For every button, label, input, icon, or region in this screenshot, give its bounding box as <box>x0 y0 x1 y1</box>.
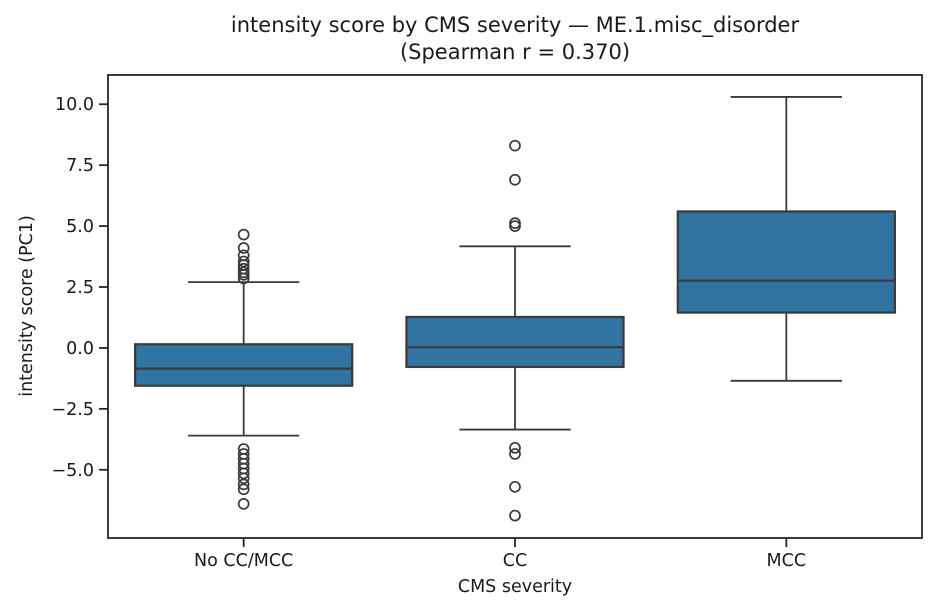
y-tick-label: 10.0 <box>55 95 94 115</box>
outlier-point <box>237 478 250 491</box>
outlier-point <box>237 472 250 485</box>
chart-subtitle: (Spearman r = 0.370) <box>399 40 631 64</box>
chart-title: intensity score by CMS severity — ME.1.m… <box>230 13 800 37</box>
y-tick-label: 7.5 <box>66 156 94 176</box>
x-axis-label: CMS severity <box>457 577 573 597</box>
x-tick-label: CC <box>503 551 527 571</box>
outlier-point <box>509 220 521 232</box>
y-tick-label: 5.0 <box>66 217 94 237</box>
outlier-point <box>237 272 250 285</box>
y-tick-label: −5.0 <box>52 461 95 481</box>
y-tick-label: −2.5 <box>52 400 95 420</box>
y-tick-label: 0.0 <box>66 339 94 359</box>
outlier-point <box>509 441 521 454</box>
outlier-point <box>237 498 250 510</box>
outlier-point <box>237 228 250 241</box>
box-cc <box>405 315 625 369</box>
outlier-point <box>509 480 521 493</box>
outlier-point <box>509 173 521 186</box>
outlier-point <box>509 448 521 460</box>
outlier-point <box>237 255 250 268</box>
box-no-cc-mcc <box>134 343 354 387</box>
outlier-point <box>237 483 250 496</box>
outlier-point <box>237 242 250 254</box>
outlier-point <box>509 509 521 522</box>
y-tick-label: 2.5 <box>66 278 94 298</box>
box-mcc <box>676 210 896 314</box>
outlier-point <box>237 467 250 480</box>
x-tick-label: MCC <box>767 551 807 571</box>
outlier-point <box>509 139 521 152</box>
outlier-point <box>237 268 250 281</box>
x-tick-label: No CC/MCC <box>194 551 293 571</box>
